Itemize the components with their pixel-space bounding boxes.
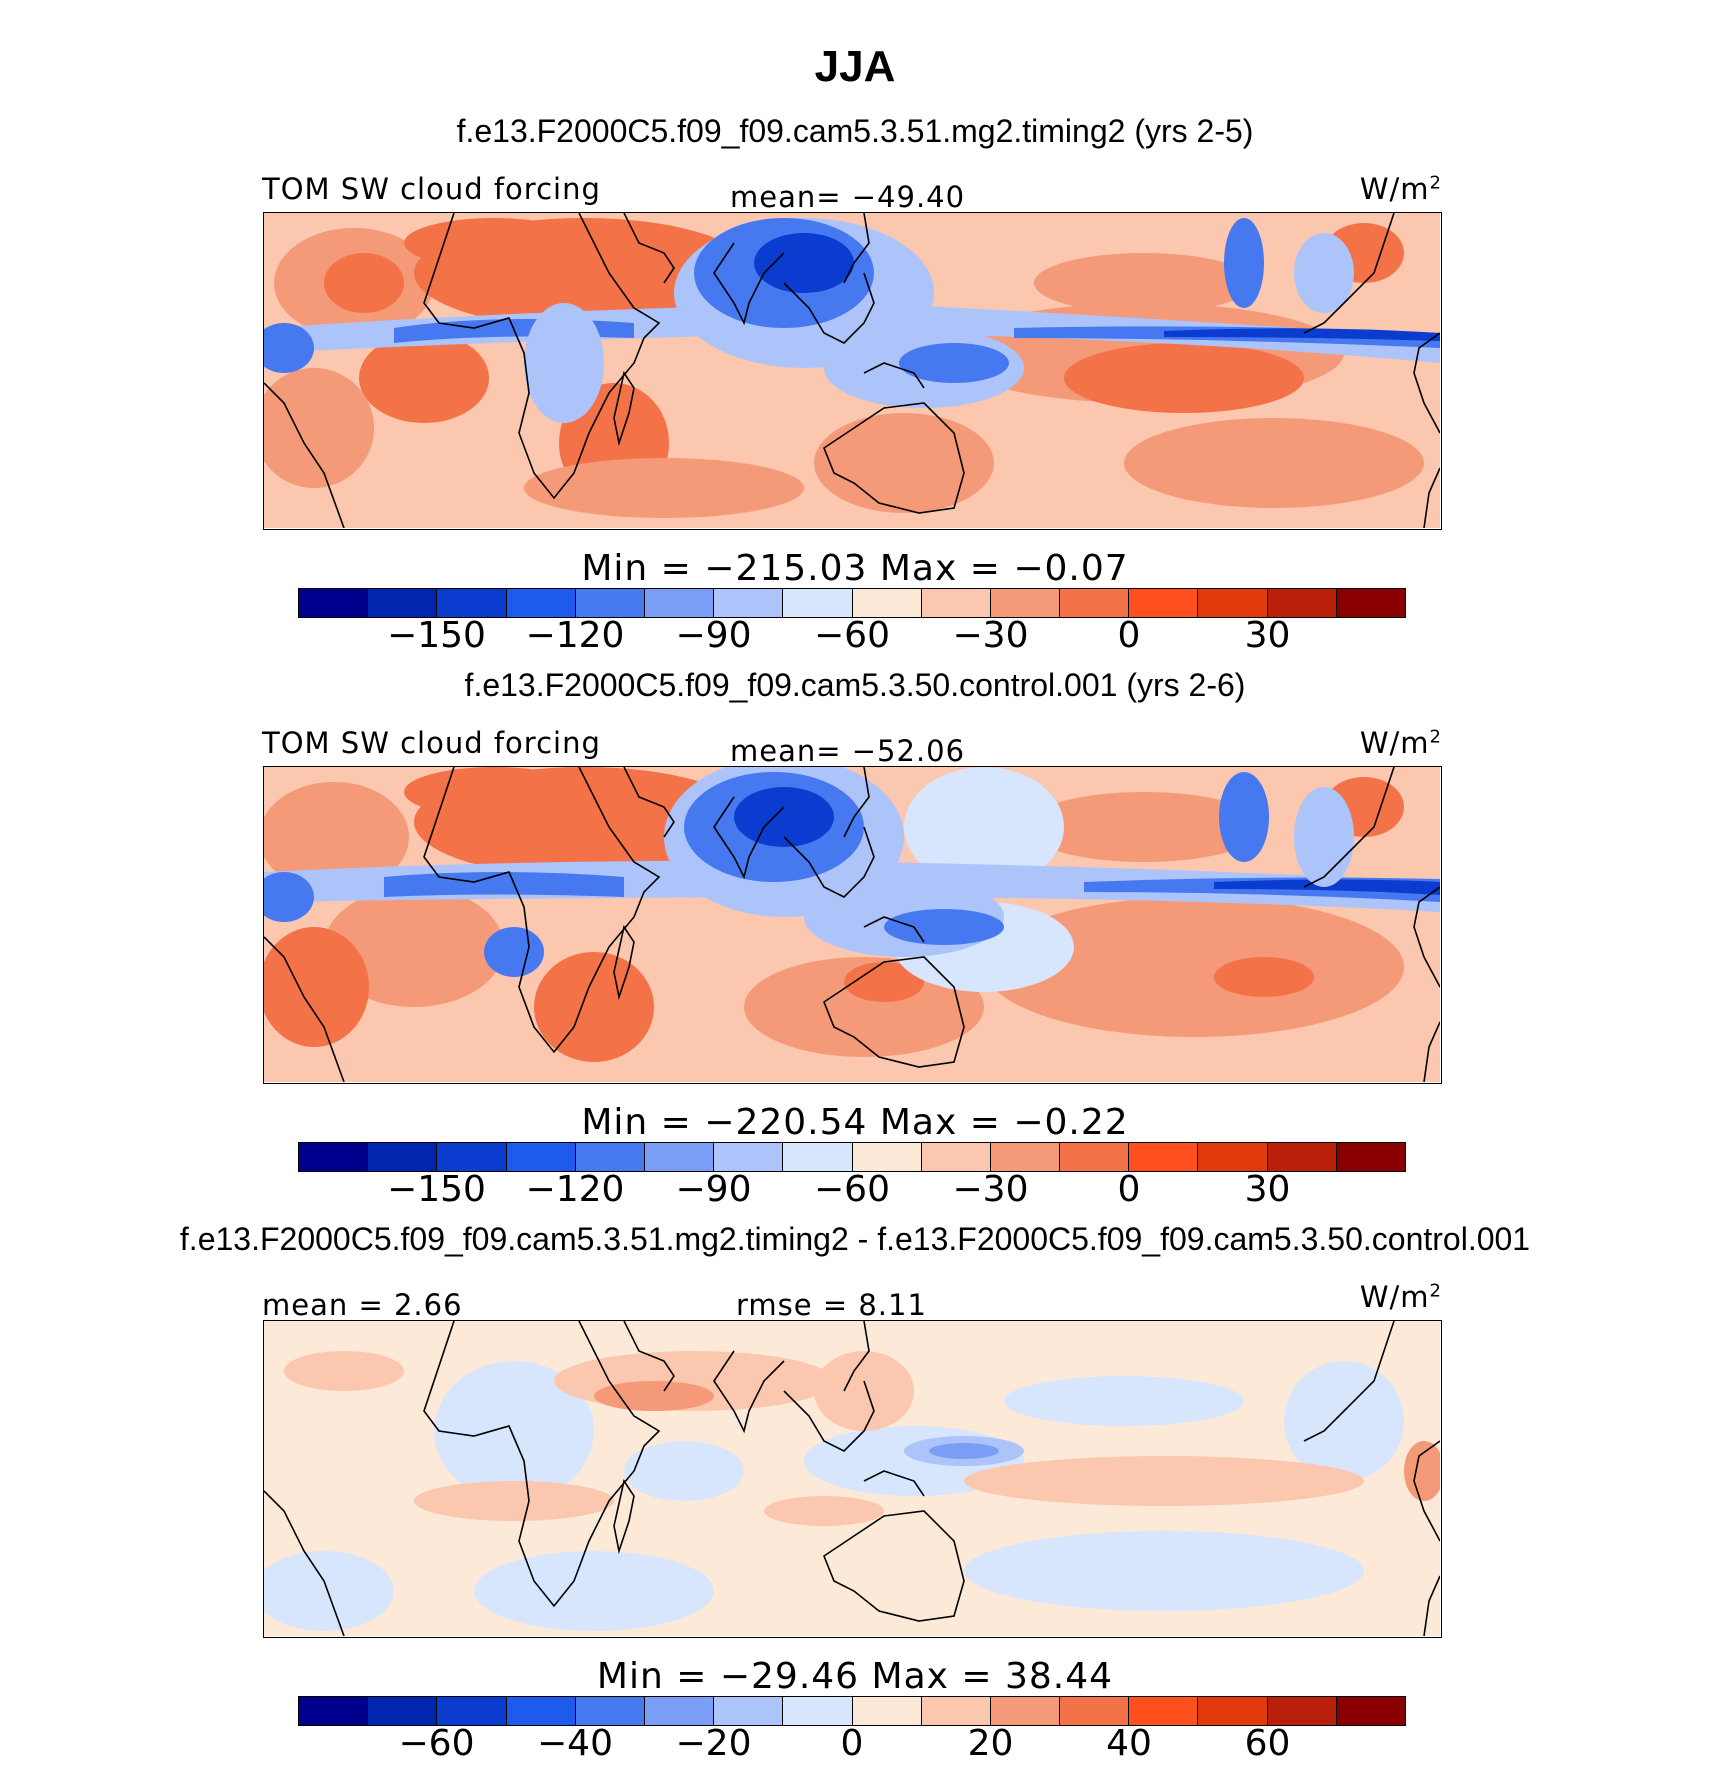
colorbar-tick-label: −150 [387,1169,486,1210]
colorbar-swatch [506,1697,576,1725]
panel-1-units: W/m2 [1359,172,1442,206]
colorbar-swatch [437,1143,507,1171]
colorbar-swatch [437,1697,507,1725]
panel-2-minmax: Min = −220.54 Max = −0.22 [581,1102,1129,1143]
colorbar-swatch [1198,1143,1268,1171]
panel-3-map [263,1320,1442,1638]
panel-3-minmax: Min = −29.46 Max = 38.44 [596,1656,1114,1697]
panel-2-mean-label: mean= −52.06 [730,734,966,768]
colorbar-swatch [852,1143,922,1171]
colorbar-swatch [1267,589,1337,617]
colorbar-tick-label: −90 [675,1169,752,1210]
colorbar-swatch [783,1697,853,1725]
colorbar-tick-label: 20 [967,1723,1014,1764]
panel-3-colorbar [298,1696,1406,1726]
colorbar-swatch [852,1697,922,1725]
colorbar-swatch [783,589,853,617]
colorbar-swatch [299,589,369,617]
panel-2-units: W/m2 [1359,726,1442,760]
colorbar-swatch [644,1143,715,1171]
panel-2-variable-label: TOM SW cloud forcing [262,726,601,760]
panel-1-mean-label: mean= −49.40 [730,180,966,214]
colorbar-swatch [921,589,991,617]
model-itcz-band [264,218,1440,423]
panel-1-colorbar [298,588,1406,618]
colorbar-tick-label: −120 [525,1169,625,1210]
colorbar-swatch [368,589,438,617]
panel-2-title: f.e13.F2000C5.f09_f09.cam5.3.50.control.… [464,667,1246,703]
colorbar-swatch [575,1697,645,1725]
panel-1-colorbar-ticks: −150 −120 −90 −60 −30 0 30 [298,615,1406,661]
colorbar-swatch [1198,589,1268,617]
colorbar-swatch [1129,1143,1199,1171]
panel-1-title: f.e13.F2000C5.f09_f09.cam5.3.51.mg2.timi… [456,113,1254,149]
panel-2-map [263,766,1442,1084]
colorbar-tick-label: −20 [675,1723,752,1764]
colorbar-swatch [575,589,645,617]
colorbar-swatch [990,1697,1061,1725]
colorbar-tick-label: 30 [1244,615,1291,656]
model-field-blobs [264,218,1424,518]
colorbar-swatch [299,1697,369,1725]
colorbar-swatch [1267,1697,1337,1725]
colorbar-swatch [1336,589,1405,617]
panel-3-colorbar-ticks: −60 −40 −20 0 20 40 60 [298,1723,1406,1769]
coastlines [264,213,1440,528]
colorbar-swatch [506,1143,576,1171]
panel-1-minmax: Min = −215.03 Max = −0.07 [581,548,1129,589]
figure-title: JJA [814,42,896,91]
panel-2-colorbar [298,1142,1406,1172]
colorbar-swatch [921,1143,991,1171]
colorbar-swatch [990,1143,1061,1171]
colorbar-tick-label: −60 [814,615,890,656]
colorbar-tick-label: −60 [398,1723,475,1764]
colorbar-tick-label: −30 [952,615,1029,656]
colorbar-tick-label: 40 [1106,1723,1152,1764]
colorbar-tick-label: −40 [537,1723,613,1764]
panel-3-rmse-label: rmse = 8.11 [736,1288,927,1322]
colorbar-swatch [714,1143,784,1171]
colorbar-swatch [368,1143,438,1171]
panel-2-colorbar-ticks: −150 −120 −90 −60 −30 0 30 [298,1169,1406,1215]
colorbar-tick-label: 30 [1244,1169,1291,1210]
panel-3-units: W/m2 [1359,1280,1442,1314]
colorbar-swatch [1060,589,1130,617]
colorbar-tick-label: 0 [840,1723,864,1764]
colorbar-swatch [644,1697,715,1725]
colorbar-tick-label: 0 [1117,1169,1141,1210]
colorbar-swatch [990,589,1061,617]
colorbar-swatch [714,1697,784,1725]
colorbar-swatch [437,589,507,617]
panel-3-title: f.e13.F2000C5.f09_f09.cam5.3.51.mg2.timi… [179,1221,1531,1257]
colorbar-swatch [644,589,715,617]
colorbar-swatch [1129,589,1199,617]
colorbar-swatch [1129,1697,1199,1725]
colorbar-swatch [1267,1143,1337,1171]
colorbar-tick-label: 60 [1244,1723,1291,1764]
colorbar-swatch [368,1697,438,1725]
colorbar-swatch [575,1143,645,1171]
colorbar-tick-label: 0 [1117,615,1141,656]
colorbar-swatch [852,589,922,617]
colorbar-swatch [1336,1697,1405,1725]
panel-3-mean-label: mean = 2.66 [262,1288,463,1322]
colorbar-tick-label: −60 [814,1169,890,1210]
colorbar-swatch [1336,1143,1405,1171]
colorbar-tick-label: −30 [952,1169,1029,1210]
colorbar-swatch [1060,1143,1130,1171]
panel-1-variable-label: TOM SW cloud forcing [262,172,601,206]
colorbar-swatch [1198,1697,1268,1725]
colorbar-swatch [921,1697,991,1725]
colorbar-tick-label: −90 [675,615,752,656]
colorbar-tick-label: −150 [387,615,486,656]
colorbar-swatch [299,1143,369,1171]
colorbar-swatch [714,589,784,617]
colorbar-swatch [1060,1697,1130,1725]
panel-1-map [263,212,1442,530]
colorbar-tick-label: −120 [525,615,625,656]
colorbar-swatch [506,589,576,617]
colorbar-swatch [783,1143,853,1171]
